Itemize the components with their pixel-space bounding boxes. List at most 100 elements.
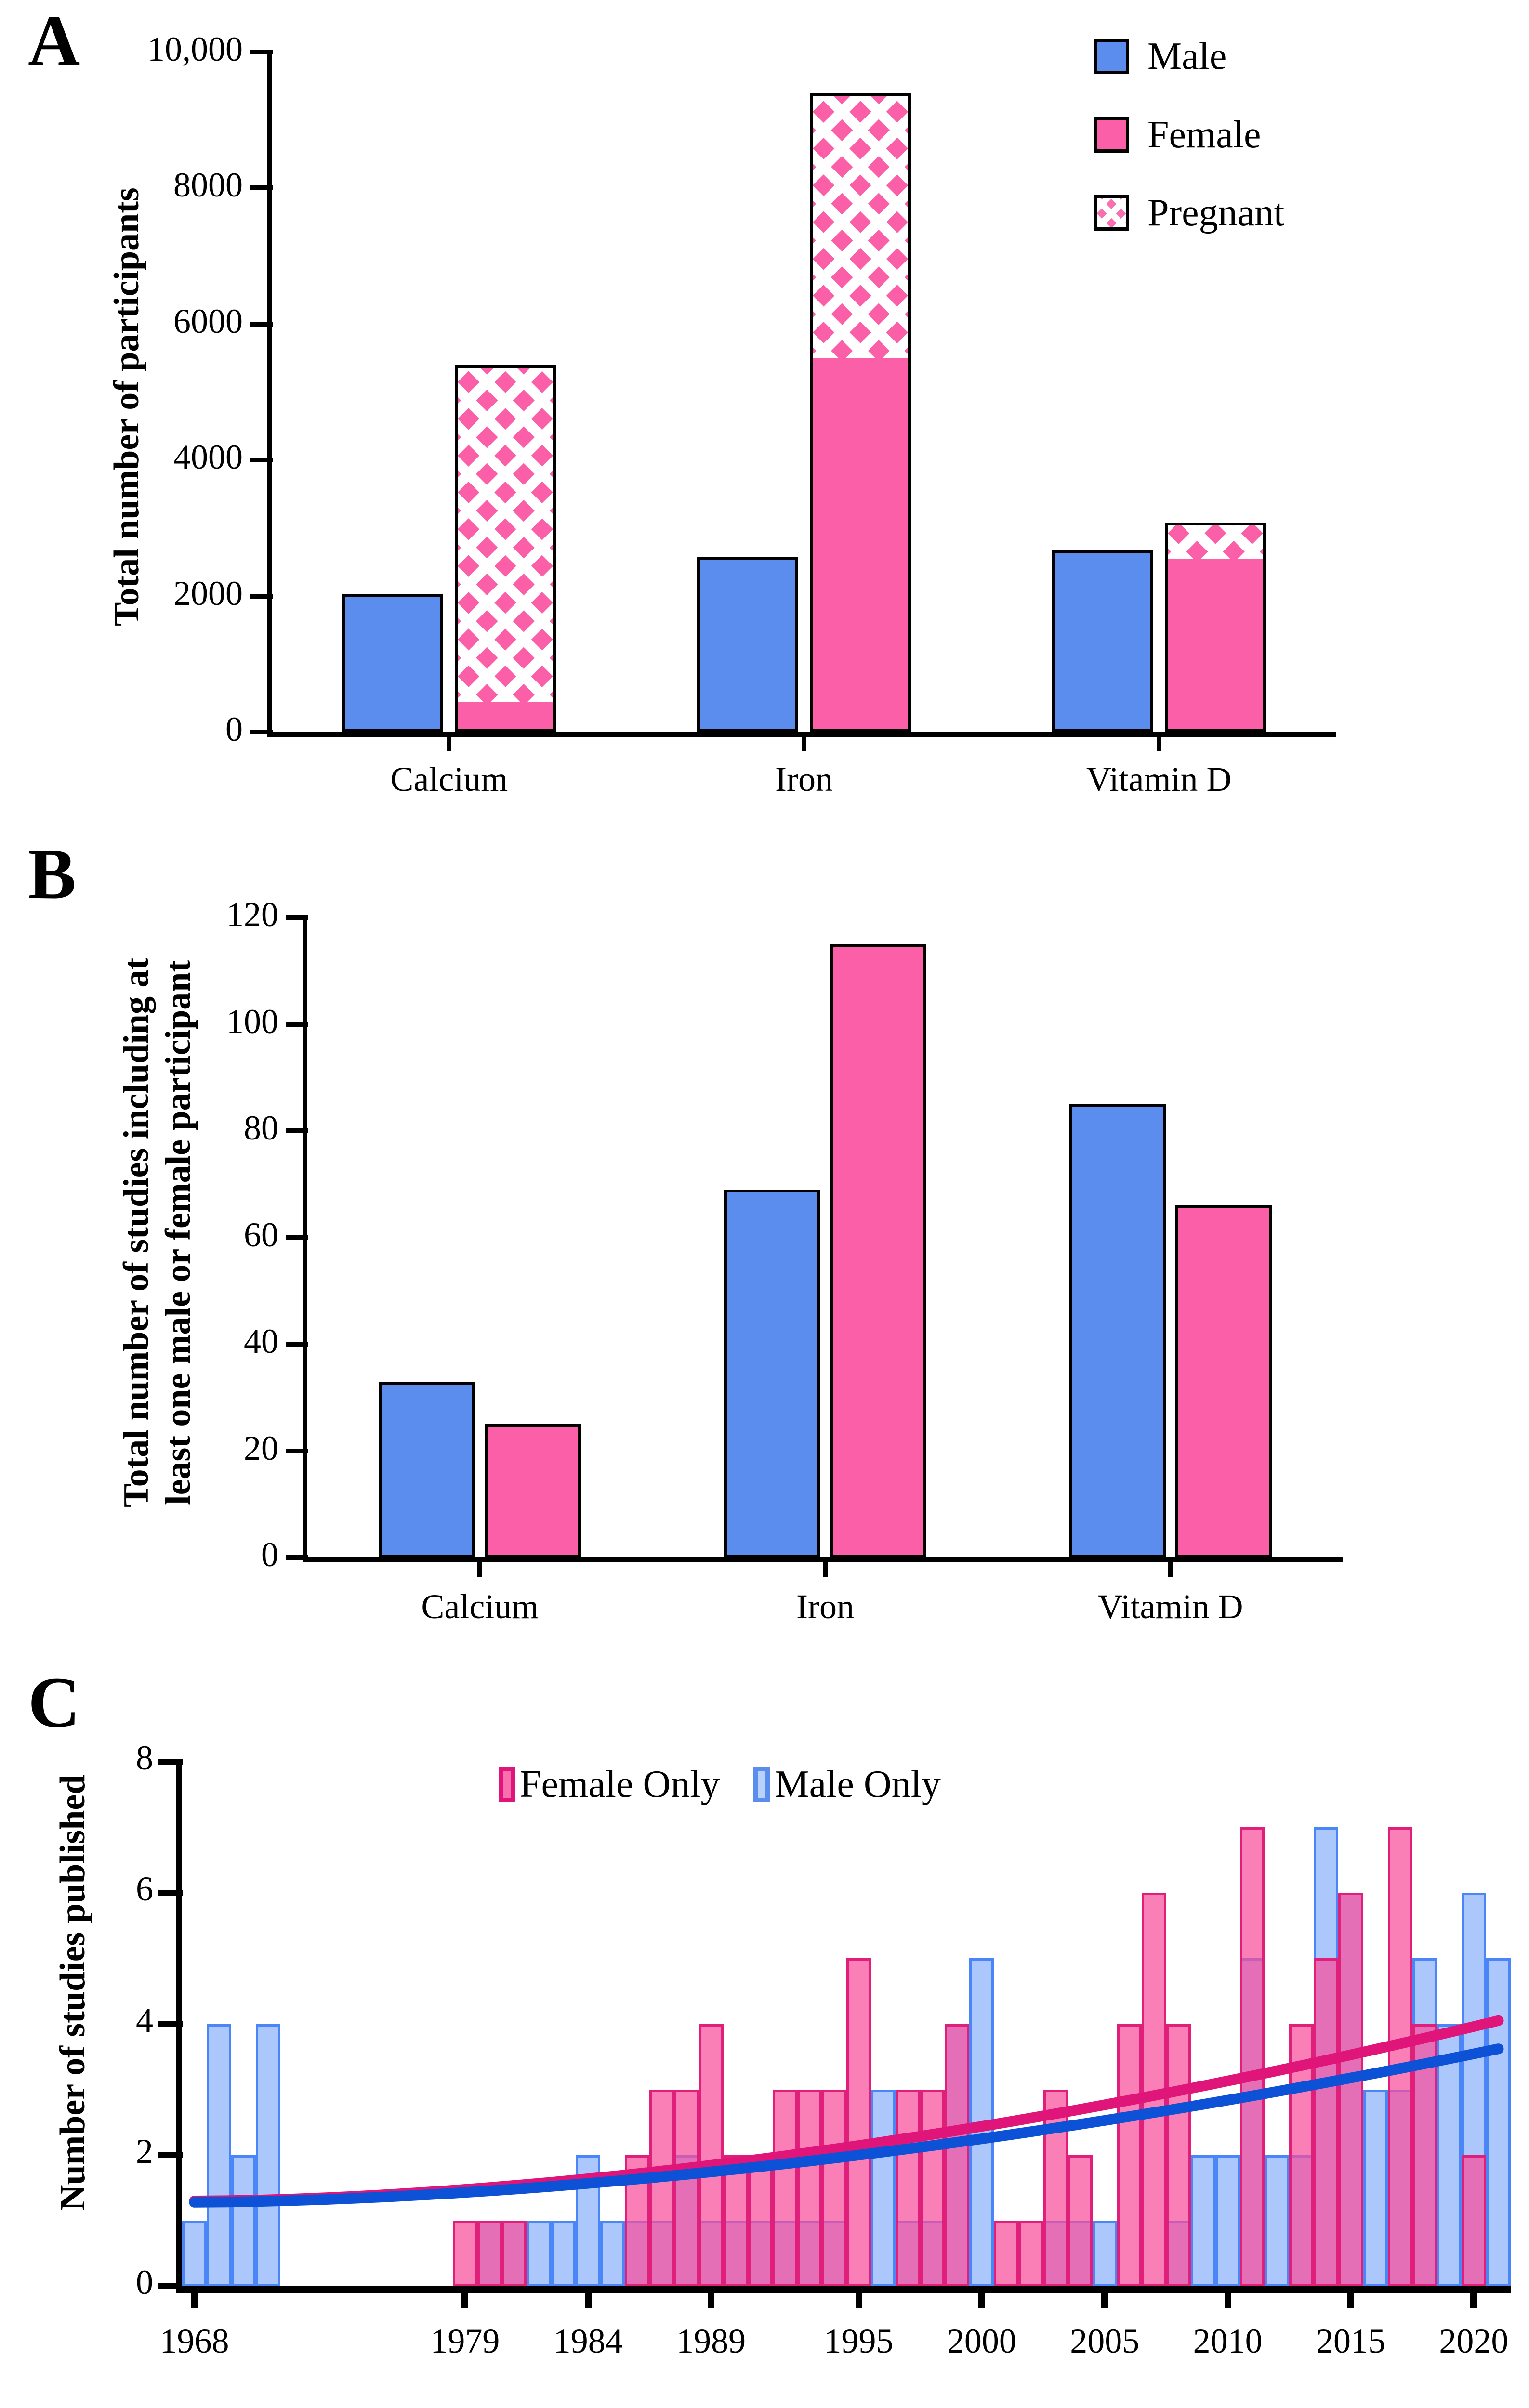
panel-a-letter: A: [28, 1, 80, 81]
histogram-bar-female-only: [945, 2024, 970, 2286]
legend-label-male-only: Male Only: [775, 1763, 941, 1806]
x-tick-label: Iron: [796, 1587, 854, 1626]
x-tick-label: Calcium: [421, 1587, 539, 1626]
bar-female-vitamin-d: [1164, 523, 1266, 732]
panel-c-legend: Female Only Male Only: [499, 1765, 975, 1804]
histogram-bar-male-only: [1092, 2220, 1117, 2286]
x-tick-mark: [1470, 2286, 1477, 2308]
x-tick-label: 1968: [159, 2322, 229, 2360]
x-tick-mark: [1101, 2286, 1108, 2308]
y-tick-label: 0: [136, 2263, 153, 2302]
y-tick-label: 2: [136, 2132, 153, 2171]
histogram-bar-female-only: [699, 2024, 724, 2286]
legend-item-pregnant[interactable]: Pregnant: [1094, 194, 1284, 232]
x-tick-label: 2005: [1070, 2322, 1140, 2360]
y-tick-label: 40: [244, 1322, 278, 1361]
y-tick-mark: [286, 1021, 308, 1027]
bar-segment-pregnant: [1167, 525, 1263, 560]
histogram-bar-male-only: [1265, 2155, 1290, 2286]
y-tick-label: 8: [136, 1739, 153, 1777]
histogram-bar-male-only: [1437, 2024, 1462, 2286]
legend-swatch-female-only-icon: [499, 1767, 515, 1802]
legend-item-male-only[interactable]: Male Only: [753, 1763, 941, 1806]
y-tick-mark: [250, 321, 273, 327]
y-tick-label: 20: [244, 1428, 278, 1467]
histogram-bar-male-only: [256, 2024, 281, 2286]
bar-male-calcium: [379, 1381, 475, 1557]
histogram-bar-female-only: [674, 2089, 699, 2286]
histogram-bar-female-only: [1412, 2024, 1437, 2286]
x-tick-label: 2000: [947, 2322, 1016, 2360]
histogram-bar-female-only: [477, 2220, 502, 2286]
y-tick-label: 0: [225, 710, 243, 748]
histogram-bar-female-only: [748, 2155, 773, 2286]
histogram-bar-male-only: [1363, 2089, 1388, 2286]
histogram-bar-female-only: [1018, 2220, 1043, 2286]
histogram-bar-male-only: [871, 2089, 896, 2286]
trendline-male-only: [189, 2043, 1504, 2208]
y-tick-mark: [286, 1128, 308, 1133]
histogram-bar-female-only: [723, 2155, 748, 2286]
panel-a-legend: Male Female Pregnant: [1094, 26, 1479, 232]
y-tick-mark: [286, 1555, 308, 1560]
x-tick-label: 2010: [1193, 2322, 1263, 2360]
panel-c-trendlines: [189, 2015, 1504, 2208]
y-tick-label: 2000: [173, 574, 243, 613]
bar-segment-female: [1167, 559, 1263, 729]
bar-female-iron: [810, 92, 911, 732]
legend-swatch-pregnant-icon: [1094, 195, 1129, 231]
trendline-female-only: [189, 2015, 1504, 2206]
y-tick-label: 8000: [173, 166, 243, 205]
y-tick-label: 4000: [173, 438, 243, 477]
histogram-bar-male-only: [600, 2220, 625, 2286]
panel-c-x-axis: [176, 2286, 1511, 2293]
histogram-bar-female-only: [896, 2089, 921, 2286]
y-tick-label: 80: [244, 1109, 278, 1147]
y-tick-mark: [250, 730, 273, 734]
histogram-bar-female-only: [649, 2089, 674, 2286]
y-tick-mark: [250, 458, 273, 463]
x-tick-label: 1995: [824, 2322, 894, 2360]
legend-item-female-only[interactable]: Female Only: [499, 1765, 720, 1804]
legend-swatch-male-only-icon: [753, 1767, 770, 1802]
y-tick-mark: [158, 2283, 183, 2289]
y-tick-label: 120: [226, 895, 278, 934]
x-tick-mark: [1156, 732, 1161, 751]
bar-segment-female: [458, 702, 554, 729]
y-tick-mark: [286, 1448, 308, 1453]
y-tick-label: 10,000: [147, 30, 243, 68]
histogram-bar-female-only: [1338, 1893, 1363, 2286]
x-tick-label: 1979: [430, 2322, 500, 2360]
x-tick-mark: [1168, 1557, 1173, 1577]
y-tick-mark: [286, 915, 308, 920]
y-tick-mark: [286, 1342, 308, 1347]
x-tick-mark: [978, 2286, 985, 2308]
bar-male-calcium: [342, 594, 444, 732]
x-tick-mark: [1224, 2286, 1231, 2308]
legend-item-male[interactable]: Male: [1094, 37, 1226, 76]
legend-item-female[interactable]: Female: [1094, 116, 1261, 154]
legend-swatch-male-icon: [1094, 39, 1129, 74]
y-tick-mark: [158, 2021, 183, 2027]
y-tick-mark: [250, 593, 273, 599]
y-tick-label: 4: [136, 2001, 153, 2040]
x-tick-mark: [802, 732, 806, 751]
histogram-bar-female-only: [501, 2220, 527, 2286]
y-tick-mark: [158, 2152, 183, 2158]
y-tick-mark: [158, 1759, 183, 1765]
panel-a-plot: 0 2000 4000 6000 8000 10,000 Calcium Iron Vitam…: [0, 0, 1529, 819]
histogram-bar-male-only: [207, 2024, 232, 2286]
y-tick-mark: [158, 1890, 183, 1896]
y-tick-mark: [286, 1235, 308, 1240]
panel-a: A Total number of participants 0 2000 4000…: [0, 0, 1529, 819]
x-tick-label: 1984: [553, 2322, 623, 2360]
panel-c-plot: 0 2 4 6 8 1968 1979 1984 1989 1995 2000 2005 2010 20…: [0, 1637, 1529, 2408]
histogram-bar-male-only: [231, 2155, 256, 2286]
legend-label-female: Female: [1147, 114, 1261, 156]
bar-female-vitamin-d: [1175, 1205, 1272, 1557]
x-tick-mark: [461, 2286, 469, 2308]
bar-male-vitamin-d: [1052, 550, 1153, 732]
bar-female-calcium: [485, 1424, 581, 1557]
histogram-bar-female-only: [821, 2089, 846, 2286]
panel-c-letter: C: [28, 1662, 80, 1742]
